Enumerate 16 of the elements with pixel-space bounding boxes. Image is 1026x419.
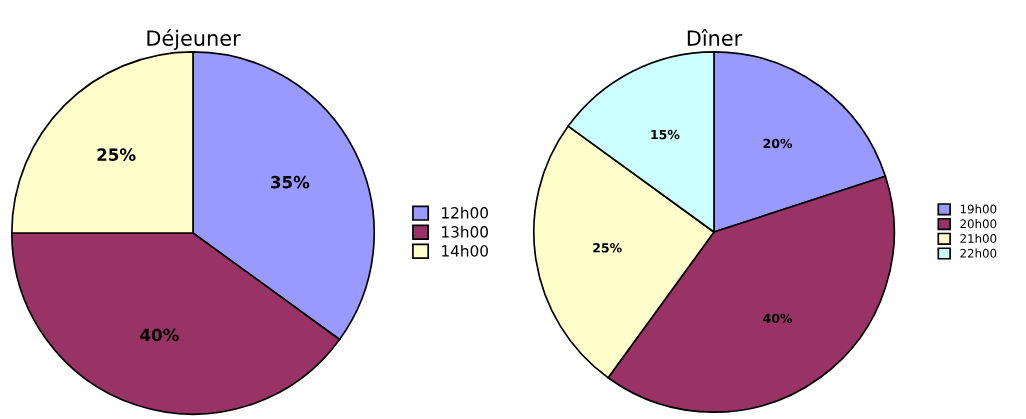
legend-label: 19h00 <box>960 204 997 214</box>
data-label: 25% <box>97 148 136 161</box>
data-label: 20% <box>763 138 793 149</box>
data-label: 40% <box>763 313 793 324</box>
legend-label: 21h00 <box>960 233 997 243</box>
legend-label: 22h00 <box>960 248 997 258</box>
data-label: 40% <box>140 328 179 342</box>
legend-label: 14h00 <box>442 244 488 257</box>
chart-title: Dîner <box>687 29 743 46</box>
data-label: 25% <box>593 243 622 253</box>
legend-label: 20h00 <box>960 219 997 229</box>
legend-label: 13h00 <box>442 225 488 238</box>
data-label: 35% <box>271 175 310 189</box>
legend-label: 12h00 <box>442 206 488 219</box>
chart-title: Déjeuner <box>147 29 241 50</box>
data-label: 15% <box>651 129 680 140</box>
